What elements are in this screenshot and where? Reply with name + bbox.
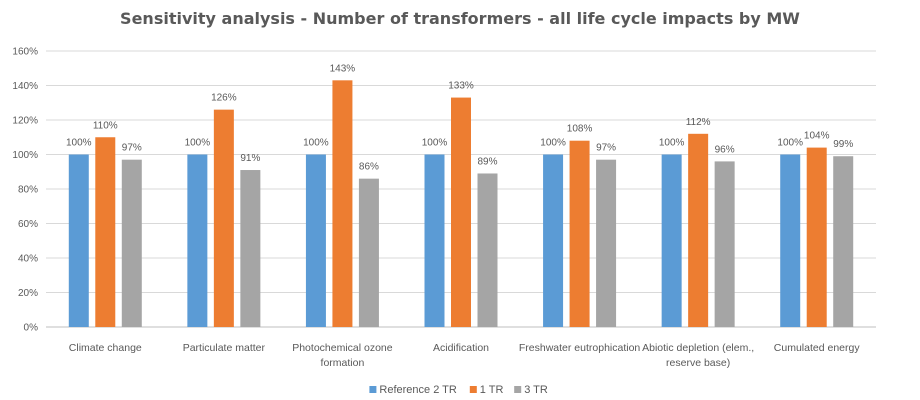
data-label: 104%	[804, 131, 830, 142]
data-label: 100%	[422, 138, 448, 149]
y-tick-label: 140%	[12, 81, 38, 92]
y-tick-label: 120%	[12, 116, 38, 127]
legend-item: 3 TR	[514, 384, 548, 396]
data-label: 100%	[659, 138, 685, 149]
bar	[332, 80, 353, 327]
y-tick-label: 0%	[24, 323, 39, 334]
category-label: Abiotic depletion (elem.,	[642, 342, 754, 354]
legend-item: 1 TR	[469, 384, 504, 396]
y-tick-label: 40%	[18, 254, 38, 265]
data-label: 133%	[448, 81, 474, 92]
bar	[451, 97, 471, 327]
data-label: 99%	[833, 139, 853, 150]
bar	[358, 178, 379, 327]
bar	[424, 154, 445, 327]
data-label: 143%	[330, 63, 356, 74]
bar	[806, 147, 827, 327]
bar	[780, 154, 801, 327]
bar	[833, 156, 854, 327]
bar	[543, 154, 564, 327]
category-label: Cumulated energy	[774, 342, 861, 354]
bar	[305, 154, 326, 327]
data-label: 100%	[185, 138, 211, 149]
chart-title: Sensitivity analysis - Number of transfo…	[120, 9, 800, 28]
data-label: 100%	[66, 138, 92, 149]
data-label: 126%	[211, 93, 237, 104]
bar	[121, 159, 142, 327]
bar	[477, 173, 498, 327]
data-label: 110%	[93, 120, 118, 131]
data-label: 100%	[777, 138, 803, 149]
bar	[68, 154, 89, 327]
data-label: 100%	[540, 138, 566, 149]
bar	[661, 154, 682, 327]
category-label: reserve base)	[666, 357, 730, 369]
category-label: Freshwater eutrophication	[519, 342, 641, 354]
category-label: Climate change	[69, 342, 142, 354]
data-label: 97%	[122, 143, 142, 154]
data-label: 112%	[686, 117, 711, 128]
legend-label: 1 TR	[480, 384, 504, 396]
legend-swatch	[514, 386, 522, 393]
category-label: formation	[321, 357, 365, 369]
legend-item: Reference 2 TR	[369, 384, 457, 396]
bar	[569, 140, 590, 327]
data-label: 100%	[303, 138, 329, 149]
category-label: Acidification	[433, 342, 489, 354]
data-label: 96%	[715, 144, 735, 155]
bar	[95, 137, 116, 327]
data-label: 91%	[240, 153, 260, 164]
legend-swatch	[469, 386, 477, 393]
data-label: 108%	[567, 124, 593, 135]
category-label: Photochemical ozone	[292, 342, 393, 354]
bar	[714, 161, 735, 327]
bar	[688, 133, 709, 327]
data-label: 86%	[359, 162, 379, 173]
bar	[596, 159, 617, 327]
legend-label: Reference 2 TR	[379, 384, 457, 396]
y-tick-label: 160%	[12, 47, 38, 58]
legend-label: 3 TR	[524, 384, 548, 396]
data-label: 97%	[596, 143, 616, 154]
bar	[240, 170, 261, 327]
y-tick-label: 20%	[18, 288, 38, 299]
y-tick-label: 80%	[18, 185, 38, 196]
y-tick-label: 100%	[12, 150, 38, 161]
data-label: 89%	[477, 156, 497, 167]
bar	[187, 154, 208, 327]
legend-swatch	[369, 386, 377, 393]
category-label: Particulate matter	[183, 342, 266, 354]
y-tick-label: 60%	[18, 219, 38, 230]
bar	[213, 109, 234, 328]
